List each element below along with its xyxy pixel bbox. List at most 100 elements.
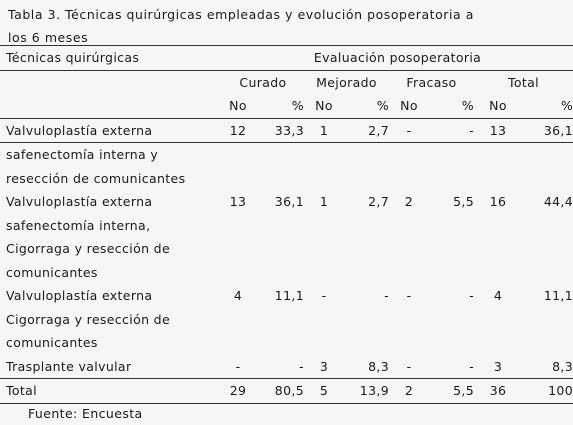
table-row: comunicantes [0, 261, 573, 285]
unit-label: No [229, 98, 247, 114]
value-cell: 11,1 [543, 288, 573, 304]
empty-cell [222, 143, 254, 167]
empty-cell [429, 237, 474, 261]
value-cell: 44,4 [543, 194, 573, 210]
total-value: 29 [222, 378, 254, 404]
empty-cell [389, 143, 429, 167]
subgroup-total: Total [508, 74, 539, 90]
total-value: 2 [389, 378, 429, 404]
table-row: Cigorraga y resección de [0, 308, 573, 332]
technique-label: Valvuloplastía externa [6, 194, 153, 210]
value-cell: 12 [222, 117, 254, 143]
empty-cell [522, 237, 573, 261]
value-cell: - [321, 288, 327, 304]
empty-cell [429, 308, 474, 332]
value-cell: 16 [489, 194, 507, 210]
column-header-evaluation: Evaluación posoperatoria [222, 45, 573, 71]
total-value: 36 [474, 378, 522, 404]
total-value: 13,9 [344, 378, 389, 404]
value-cell: - [235, 358, 241, 374]
empty-cell [389, 214, 429, 238]
unit-label: No [489, 98, 507, 114]
technique-label: comunicantes [6, 335, 98, 351]
value-cell: - [406, 358, 412, 374]
empty-cell [429, 331, 474, 355]
empty-cell [474, 308, 522, 332]
empty-cell [254, 308, 304, 332]
table-row: safenectomía interna, [0, 214, 573, 238]
empty-cell [344, 237, 389, 261]
empty-cell [522, 214, 573, 238]
empty-cell [222, 331, 254, 355]
total-value: 5 [304, 378, 344, 404]
caption-line-2: los 6 meses [8, 30, 89, 45]
table-row: safenectomía interna y [0, 143, 573, 167]
unit-label: % [376, 98, 389, 114]
empty-cell [474, 143, 522, 167]
table-source: Fuente: Encuesta [28, 406, 143, 421]
empty-cell [389, 167, 429, 191]
total-value: 5,5 [429, 378, 474, 404]
value-cell: 2,7 [368, 194, 389, 210]
value-cell: 13 [474, 117, 522, 143]
empty-cell [344, 214, 389, 238]
value-cell: 36,1 [274, 194, 304, 210]
source-text: Encuesta [82, 406, 143, 421]
empty-cell [304, 237, 344, 261]
table-row: comunicantes [0, 331, 573, 355]
table-row: resección de comunicantes [0, 167, 573, 191]
value-cell: 33,3 [254, 117, 304, 143]
total-row: Total 29 80,5 5 13,9 2 5,5 36 100 [0, 378, 573, 404]
empty-cell [429, 143, 474, 167]
source-label: Fuente: [28, 406, 78, 421]
empty-cell [304, 261, 344, 285]
value-cell: 3 [493, 358, 503, 374]
total-label: Total [0, 378, 222, 404]
empty-cell [429, 167, 474, 191]
subgroup-mejorado: Mejorado [316, 74, 377, 90]
subgroup-curado: Curado [239, 74, 287, 90]
empty-cell [474, 167, 522, 191]
empty-cell [304, 331, 344, 355]
technique-label: comunicantes [6, 264, 98, 280]
table-row: Valvuloplastía externa 13 36,1 1 2,7 2 5,5 16 44… [0, 190, 573, 214]
value-cell: - [469, 358, 474, 374]
units-row: No % No % No % No % [0, 94, 573, 118]
empty-cell [254, 143, 304, 167]
value-cell: 2 [404, 194, 414, 210]
value-cell: 5,5 [453, 194, 474, 210]
empty-cell [389, 308, 429, 332]
empty-cell [344, 308, 389, 332]
value-cell: - [469, 288, 474, 304]
column-header-techniques: Técnicas quirúrgicas [0, 45, 222, 71]
empty-cell [389, 331, 429, 355]
value-cell: - [429, 117, 474, 143]
technique-label: Cigorraga y resección de [6, 311, 170, 327]
empty-cell [474, 214, 522, 238]
subgroup-fracaso: Fracaso [406, 74, 457, 90]
technique-label: Valvuloplastía externa [0, 117, 222, 143]
empty-cell [522, 308, 573, 332]
empty-cell [389, 237, 429, 261]
empty-cell [429, 261, 474, 285]
empty-cell [344, 143, 389, 167]
empty-cell [429, 214, 474, 238]
value-cell: 8,3 [552, 358, 573, 374]
empty-cell [254, 167, 304, 191]
empty-cell [222, 214, 254, 238]
technique-label: Trasplante valvular [6, 358, 132, 374]
empty-cell [222, 261, 254, 285]
empty-cell [254, 237, 304, 261]
empty-cell [474, 261, 522, 285]
empty-cell [254, 331, 304, 355]
technique-label: resección de comunicantes [6, 170, 186, 186]
technique-label: safenectomía interna, [6, 217, 151, 233]
empty-cell [344, 261, 389, 285]
value-cell: 8,3 [368, 358, 389, 374]
value-cell: 2,7 [344, 117, 389, 143]
empty-cell [254, 214, 304, 238]
empty-cell [304, 214, 344, 238]
empty-cell [522, 167, 573, 191]
data-table: Técnicas quirúrgicas Evaluación posopera… [0, 45, 573, 404]
value-cell: 3 [319, 358, 329, 374]
